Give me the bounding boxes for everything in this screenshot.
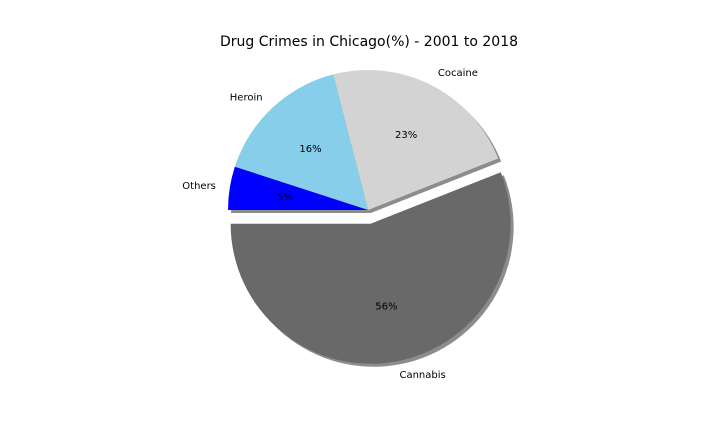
slice-label-cocaine: Cocaine <box>438 68 478 79</box>
slice-heroin <box>234 74 368 210</box>
slice-label-heroin: Heroin <box>230 93 263 104</box>
slice-cocaine <box>333 70 499 210</box>
slice-labels: Cannabis 56% Cocaine 23% Heroin 16% Others 5% <box>182 68 478 381</box>
slice-percent-cocaine: 23% <box>395 130 417 141</box>
slice-cannabis <box>230 172 511 364</box>
chart-title: Drug Crimes in Chicago(%) - 2001 to 2018 <box>220 34 518 50</box>
slice-label-cannabis: Cannabis <box>399 370 445 381</box>
slice-label-others: Others <box>182 181 216 192</box>
slice-percent-cannabis: 56% <box>375 301 397 312</box>
slices <box>228 70 511 364</box>
slice-percent-heroin: 16% <box>299 144 321 155</box>
slice-percent-others: 5% <box>277 192 293 203</box>
slice-others <box>228 166 368 210</box>
